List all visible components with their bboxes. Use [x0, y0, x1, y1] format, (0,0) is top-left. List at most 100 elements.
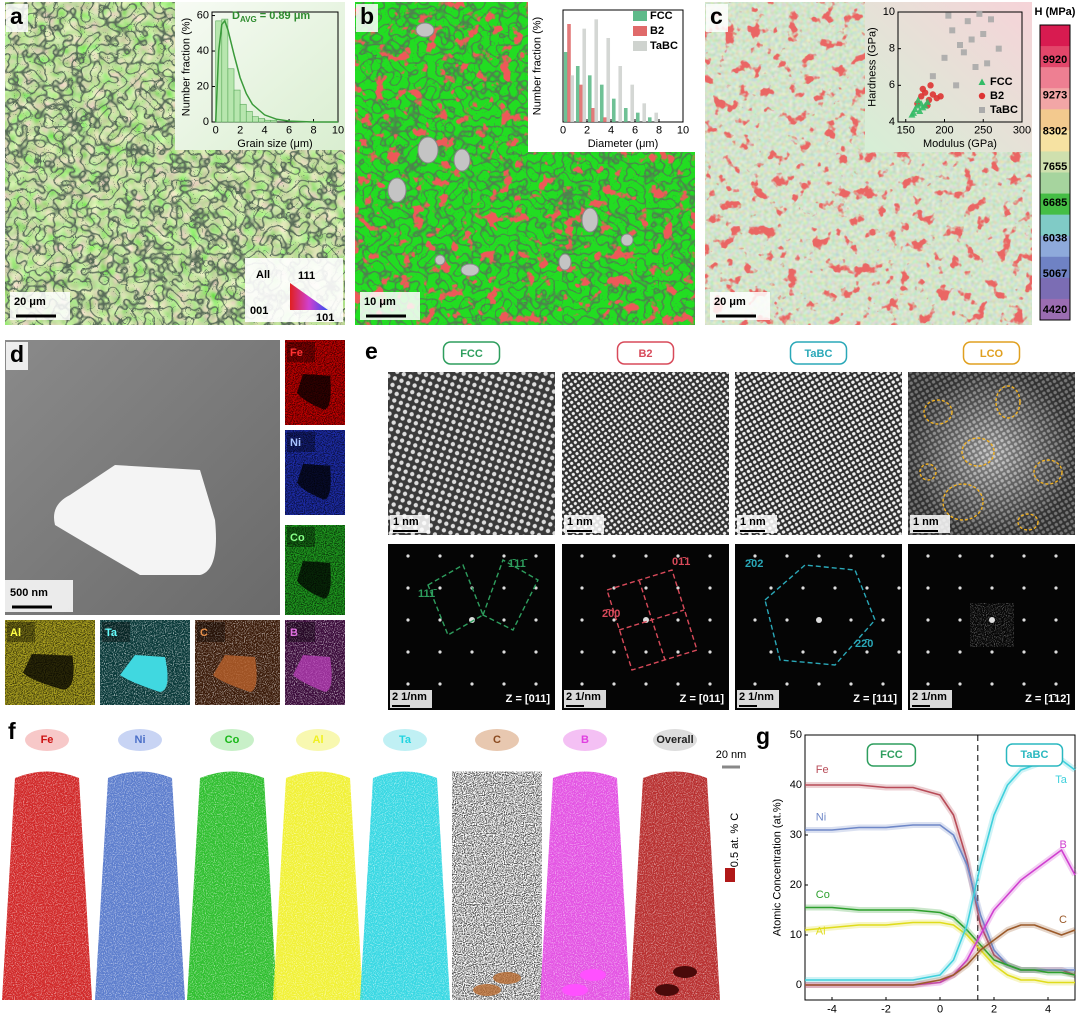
fft-spot	[502, 586, 506, 590]
b-cluster	[562, 984, 588, 996]
apt-noise	[95, 771, 185, 1000]
fft-spot	[644, 682, 648, 686]
map-label-bg	[287, 527, 315, 547]
fft-spot	[502, 650, 506, 654]
lco-outline	[1033, 459, 1063, 485]
colorbar-band	[1040, 193, 1070, 216]
fft-spot	[801, 586, 805, 590]
bar	[221, 18, 229, 123]
annotation: TaBC	[1021, 749, 1049, 761]
element-badge	[563, 729, 607, 751]
fft-spot	[1022, 554, 1026, 558]
iso-label: 0.5 at. % C	[729, 813, 741, 867]
spot-index: 2̄00	[602, 608, 620, 620]
legend-marker	[978, 78, 986, 85]
plot-frame	[562, 9, 684, 123]
fft-spot	[769, 650, 773, 654]
x-tick-label: 6	[286, 125, 292, 137]
eds-depletion	[297, 561, 331, 599]
zone-axis: Z = [111]	[853, 693, 897, 705]
fft-spot	[817, 682, 821, 686]
bar	[563, 52, 568, 122]
map-label: B	[290, 627, 298, 639]
series-line	[805, 906, 1076, 976]
eds-particle	[213, 655, 257, 692]
series-label: Co	[816, 889, 830, 901]
map-label-bg	[7, 622, 35, 642]
series-line	[805, 924, 1076, 986]
fft-spot	[926, 554, 930, 558]
fft-spot	[406, 618, 410, 622]
x-tick-label: 2	[237, 125, 243, 137]
series-label: C	[1059, 914, 1067, 926]
panel-letter: e	[365, 338, 378, 364]
y-tick-label: 6	[889, 79, 895, 91]
fft-spot	[470, 682, 474, 686]
fft-spot	[708, 554, 712, 558]
fft-spot	[958, 554, 962, 558]
map-label-bg	[287, 432, 315, 452]
legend-label: FCC	[650, 10, 673, 22]
series-line	[805, 824, 1075, 971]
y-tick-label: 4	[889, 116, 895, 128]
x-tick-label: 8	[656, 125, 662, 137]
bar	[630, 84, 635, 122]
scalebar-label: 2 1/nm	[912, 691, 947, 703]
point	[988, 16, 994, 23]
fft-spot	[644, 586, 648, 590]
point	[913, 102, 921, 109]
bar	[567, 24, 571, 122]
spot-index: 22̄0	[855, 638, 873, 650]
scalebar-bg	[737, 690, 779, 708]
fft-spot	[612, 554, 616, 558]
fft-spot	[406, 554, 410, 558]
colorbar-band	[1040, 298, 1070, 321]
point	[927, 82, 934, 89]
fft-spot	[580, 554, 584, 558]
fft-spot	[580, 682, 584, 686]
fft-spot	[676, 554, 680, 558]
element-label: Overall	[656, 734, 693, 746]
x-tick-label: 10	[332, 125, 344, 137]
phase-label: B2	[638, 348, 652, 360]
point	[976, 10, 983, 17]
lco-outline	[961, 437, 995, 467]
point	[949, 27, 956, 34]
legend-swatch	[633, 11, 647, 21]
bar	[654, 112, 659, 122]
fft-spot	[926, 618, 930, 622]
ipf-label: All	[256, 269, 270, 281]
y-tick-label: 60	[197, 9, 209, 21]
eds-depletion	[23, 654, 74, 690]
bar	[623, 108, 628, 122]
x-tick-label: -2	[881, 1004, 891, 1016]
map-label-bg	[287, 622, 315, 642]
fft-spot	[502, 554, 506, 558]
legend-marker	[979, 107, 985, 113]
fft-spot	[502, 682, 506, 686]
scalebar-label: 1 nm	[740, 516, 766, 528]
error-band	[805, 822, 1075, 973]
map-label: C	[200, 627, 208, 639]
y-axis-label: Atomic Concentration (at.%)	[771, 799, 783, 937]
series-label: Al	[816, 925, 826, 937]
point	[968, 36, 975, 43]
fft-image	[562, 544, 729, 710]
colorbar-label: 9273	[1043, 90, 1067, 102]
colorbar-band	[1040, 109, 1070, 131]
colorbar-band	[1040, 151, 1070, 173]
y-tick-label: 30	[790, 829, 802, 841]
fft-spot	[612, 618, 616, 622]
bar	[603, 117, 607, 122]
series-line	[805, 784, 1076, 976]
point	[941, 54, 948, 61]
fft-spot	[708, 618, 712, 622]
fft-spot	[753, 554, 757, 558]
panel-letter: g	[756, 723, 770, 749]
annotation-box	[866, 743, 917, 767]
y-tick-label: 20	[790, 879, 802, 891]
fft-spot	[990, 554, 994, 558]
map-label-bg	[287, 342, 315, 362]
fft-spot	[438, 650, 442, 654]
colorbar-label: 6038	[1043, 232, 1067, 244]
